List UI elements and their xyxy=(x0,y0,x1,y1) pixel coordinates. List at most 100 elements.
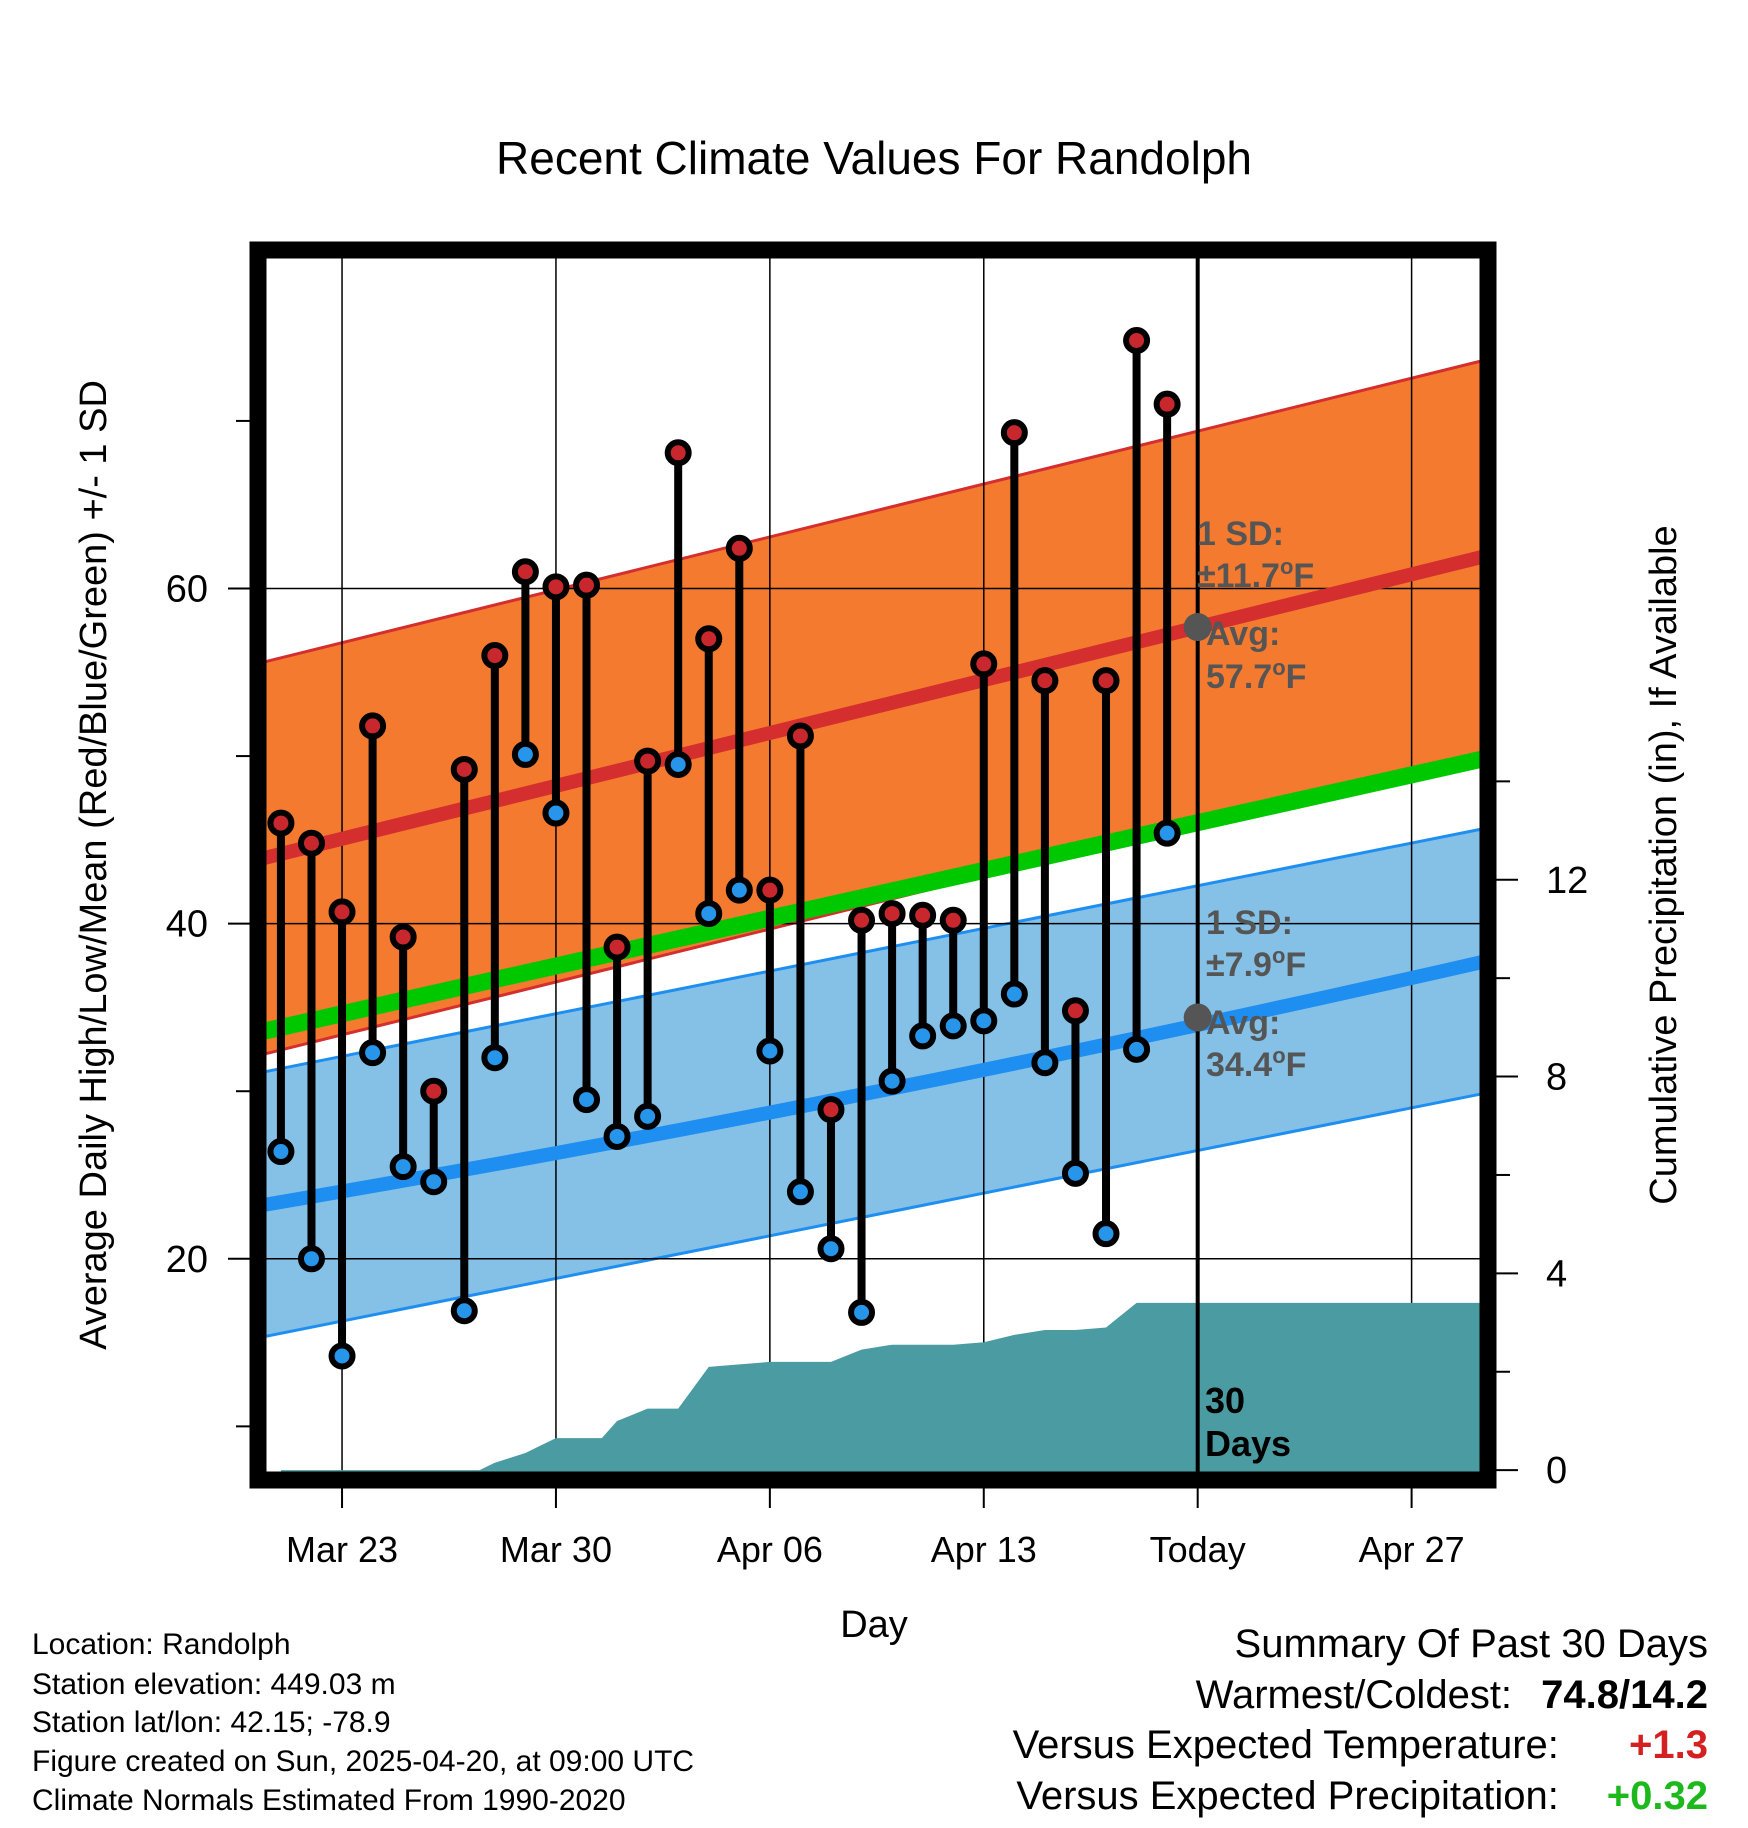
low-point xyxy=(1123,1035,1151,1063)
y-axis-label: Average Daily High/Low/Mean (Red/Blue/Gr… xyxy=(73,380,115,1350)
summary-warmest: Warmest/Coldest: 74.8/14.2 xyxy=(1196,1675,1708,1715)
low-sd-value: ±7.9oF xyxy=(1206,943,1306,984)
summary-precipitation: Versus Expected Precipitation: +0.32 xyxy=(1016,1776,1708,1816)
x-tick-label: Apr 06 xyxy=(717,1529,823,1570)
high-point xyxy=(817,1096,845,1124)
high-point xyxy=(1153,390,1181,418)
high-point xyxy=(481,642,509,670)
high-point xyxy=(1061,997,1089,1025)
x-tick-label: Apr 13 xyxy=(931,1529,1037,1570)
x-tick-label: Mar 30 xyxy=(500,1529,612,1570)
window-label-text: Days xyxy=(1205,1423,1291,1464)
low-point xyxy=(389,1153,417,1181)
high-point xyxy=(267,809,295,837)
low-sd-title: 1 SD: xyxy=(1206,904,1293,942)
x-tick-label: Today xyxy=(1150,1529,1246,1570)
low-avg-title: Avg: xyxy=(1206,1004,1280,1042)
low-point xyxy=(878,1067,906,1095)
high-sd-value: ±11.7oF xyxy=(1197,554,1314,595)
low-point xyxy=(420,1168,448,1196)
y2-tick-label: 8 xyxy=(1546,1057,1567,1099)
high-point xyxy=(603,933,631,961)
temp-value: +1.3 xyxy=(1629,1723,1708,1767)
low-point xyxy=(603,1122,631,1150)
low-point xyxy=(848,1298,876,1326)
low-point xyxy=(542,799,570,827)
high-sd-title: 1 SD: xyxy=(1197,515,1284,553)
high-point xyxy=(664,439,692,467)
high-avg-today-marker xyxy=(1183,613,1212,642)
high-point xyxy=(359,712,387,740)
low-point xyxy=(511,740,539,768)
low-band xyxy=(258,827,1488,1338)
low-point xyxy=(786,1178,814,1206)
low-point xyxy=(909,1022,937,1050)
high-point xyxy=(450,755,478,783)
y-tick-label: 20 xyxy=(166,1239,208,1281)
low-point xyxy=(939,1012,967,1040)
low-point xyxy=(359,1039,387,1067)
high-point xyxy=(970,650,998,678)
high-point xyxy=(848,906,876,934)
warmest-value: 74.8/14.2 xyxy=(1541,1673,1708,1717)
high-point xyxy=(328,898,356,926)
x-tick-label: Apr 27 xyxy=(1359,1529,1465,1570)
low-point xyxy=(725,876,753,904)
high-point xyxy=(695,625,723,653)
plot-area xyxy=(258,250,1488,1480)
high-point xyxy=(420,1077,448,1105)
y2-tick-label: 4 xyxy=(1546,1253,1567,1295)
low-point xyxy=(1000,980,1028,1008)
temp-label: Versus Expected Temperature: xyxy=(1012,1723,1559,1767)
high-avg-value: 57.7oF xyxy=(1206,655,1306,696)
precipitation-area xyxy=(280,1302,1488,1480)
low-point xyxy=(1061,1159,1089,1187)
precip-label: Versus Expected Precipitation: xyxy=(1016,1774,1559,1818)
low-point xyxy=(634,1102,662,1130)
low-band-lower-edge xyxy=(258,1091,1488,1340)
high-point xyxy=(1000,419,1028,447)
low-point xyxy=(573,1086,601,1114)
low-point xyxy=(970,1007,998,1035)
precipitation-fill xyxy=(280,1302,1488,1480)
y-tick-label: 60 xyxy=(166,569,208,611)
low-avg-value: 34.4oF xyxy=(1206,1043,1306,1084)
high-avg-title: Avg: xyxy=(1206,615,1280,653)
y2-axis-label: Cumulative Precipitation (in), If Availa… xyxy=(1643,525,1685,1204)
low-point xyxy=(481,1044,509,1072)
high-point xyxy=(389,923,417,951)
high-point xyxy=(1092,667,1120,695)
precip-value: +0.32 xyxy=(1606,1774,1708,1818)
footer-elevation: Station elevation: 449.03 m xyxy=(32,1668,396,1701)
high-point xyxy=(786,722,814,750)
footer-location: Location: Randolph xyxy=(32,1628,291,1661)
high-point xyxy=(909,901,937,929)
summary-temperature: Versus Expected Temperature: +1.3 xyxy=(1013,1725,1708,1765)
low-point xyxy=(1031,1049,1059,1077)
footer-latlon: Station lat/lon: 42.15; -78.9 xyxy=(32,1706,391,1739)
high-point xyxy=(939,906,967,934)
plot-frame xyxy=(249,241,1497,1489)
y2-tick-label: 0 xyxy=(1546,1450,1567,1492)
low-point xyxy=(695,900,723,928)
low-point xyxy=(817,1235,845,1263)
high-point xyxy=(634,747,662,775)
y2-tick-label: 12 xyxy=(1546,860,1588,902)
x-axis-label: Day xyxy=(840,1604,908,1646)
x-tick-label: Mar 23 xyxy=(286,1529,398,1570)
normal-lines xyxy=(258,548,1488,1214)
low-point xyxy=(450,1297,478,1325)
chart-title: Recent Climate Values For Randolph xyxy=(496,132,1252,184)
high-point xyxy=(1123,326,1151,354)
low-point xyxy=(1153,819,1181,847)
high-point xyxy=(725,534,753,562)
high-point xyxy=(756,876,784,904)
high-point xyxy=(878,900,906,928)
axes: Mar 23 Mar 30 Apr 06 Apr 13 Today Apr 27 20 4 0 6… xyxy=(166,419,1588,1570)
daily-marks xyxy=(267,250,1200,1480)
footer-created: Figure created on Sun, 2025-04-20, at 09… xyxy=(32,1745,695,1778)
high-band-upper-edge xyxy=(258,357,1488,666)
summary-title: Summary Of Past 30 Days xyxy=(1234,1622,1708,1666)
